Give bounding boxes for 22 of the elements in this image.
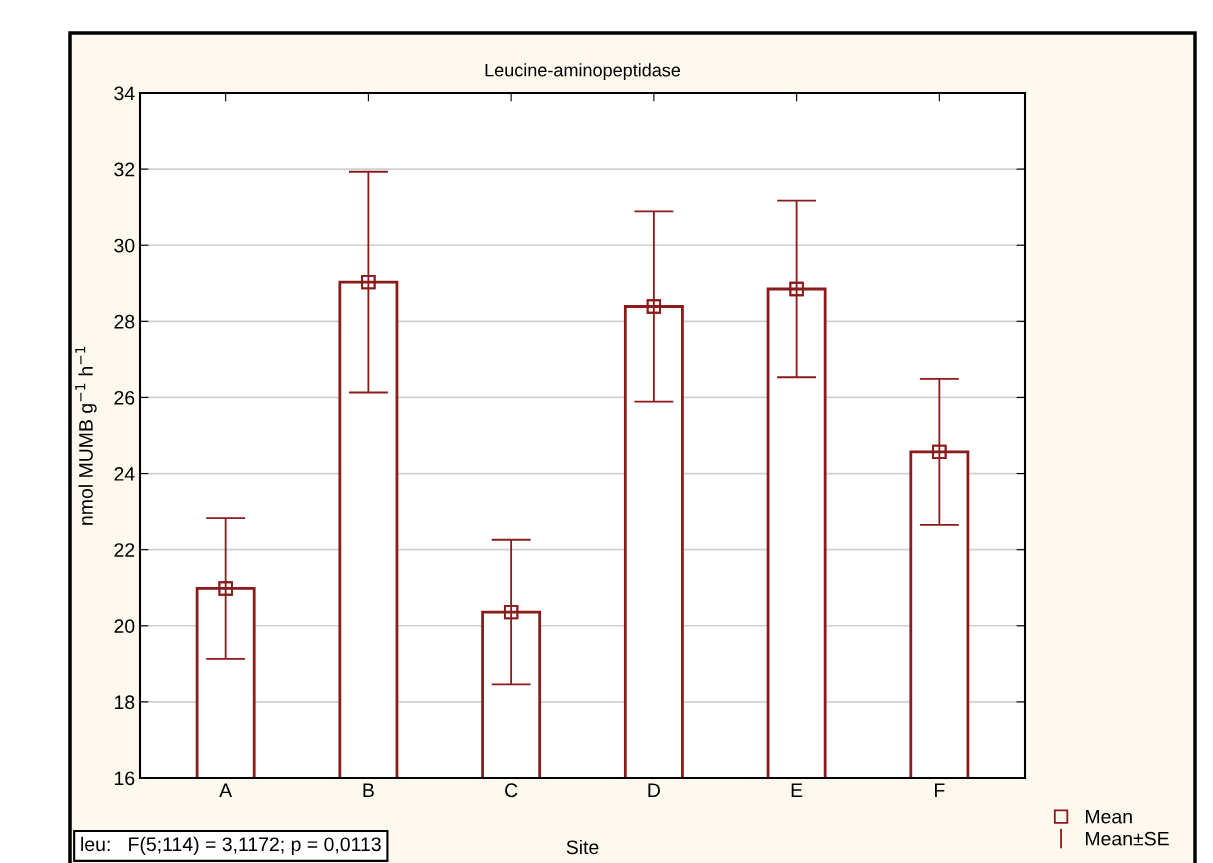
y-tick-label: 24 [114,467,135,481]
y-tick-label: 32 [114,162,135,177]
y-tick-label: 28 [114,314,135,329]
y-tick-label: 26 [114,390,135,405]
x-tick-label: A [219,783,233,797]
legend-label: Mean [1085,809,1132,824]
y-tick-label: 20 [114,619,135,634]
x-tick-label: C [505,783,518,798]
y-tick-label: 30 [114,238,135,253]
x-axis-title: Site [566,839,599,855]
y-tick-label: 18 [115,695,135,710]
y-tick-label: 34 [114,86,135,101]
x-tick-label: D [648,783,660,797]
x-tick-label: B [363,783,374,797]
y-axis-title: nmol MUMB g$^{−1}$ h$^{−1}$ [75,346,97,525]
legend-label: Mean±SE [1085,831,1169,846]
x-tick-label: E [791,783,803,797]
text: leu: F(5;114) = 3,1172; p = 0,0113 [81,836,381,855]
y-tick-label: 16 [115,771,135,786]
x-tick-label: F [935,783,945,797]
y-tick-label: 22 [114,543,135,557]
chart-title: Leucine-aminopeptidase [485,63,681,81]
